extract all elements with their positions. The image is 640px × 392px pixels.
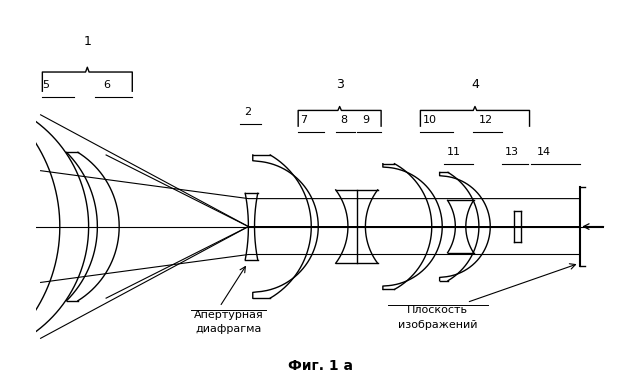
Text: 14: 14 (536, 147, 550, 157)
Text: 3: 3 (336, 78, 344, 91)
Text: 5: 5 (42, 80, 49, 91)
Text: Плоскость: Плоскость (408, 305, 468, 315)
Text: 4: 4 (471, 78, 479, 91)
Text: 10: 10 (423, 115, 437, 125)
Text: 13: 13 (505, 147, 519, 157)
Text: Апертурная: Апертурная (193, 310, 263, 319)
Text: Фиг. 1 а: Фиг. 1 а (287, 359, 353, 373)
Text: 11: 11 (447, 147, 461, 157)
Text: 6: 6 (104, 80, 111, 91)
Text: диафрагма: диафрагма (195, 324, 262, 334)
Text: 7: 7 (300, 115, 307, 125)
Text: 2: 2 (244, 107, 251, 116)
Text: изображений: изображений (398, 320, 477, 330)
Text: 12: 12 (479, 115, 493, 125)
Text: 9: 9 (362, 115, 369, 125)
Text: 8: 8 (340, 115, 348, 125)
Text: 1: 1 (83, 34, 92, 47)
